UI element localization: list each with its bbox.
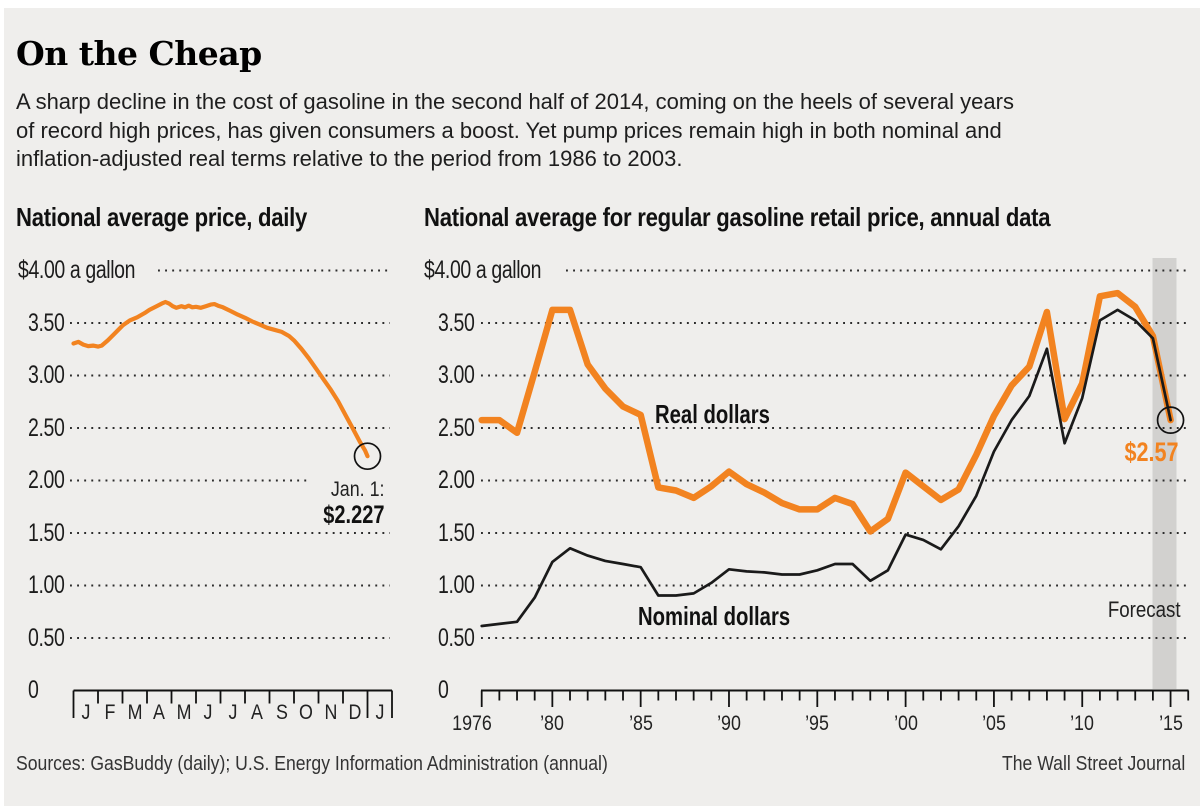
left-y-tick-label: 0.50 (28, 623, 65, 652)
month-tick-label: N (324, 701, 338, 724)
month-tick-label: F (104, 701, 116, 724)
year-tick-label: ’95 (805, 712, 830, 735)
left-y-tick-label: 3.50 (28, 308, 65, 337)
page-title: On the Cheap (16, 34, 262, 73)
jan1-annotation-label: Jan. 1: (330, 478, 384, 501)
page-subtitle: A sharp decline in the cost of gasoline … (16, 88, 1014, 174)
left-y-tick-label: 2.50 (28, 413, 65, 442)
left-y-tick-label: 1.50 (28, 518, 65, 547)
subtitle-line-3: inflation-adjusted real terms relative t… (16, 146, 683, 171)
month-tick-label: M (176, 701, 192, 724)
real-dollars-line (478, 289, 1174, 535)
left-y-axis-unit-label: $4.00 a gallon (18, 256, 136, 284)
nominal-dollars-series-label: Nominal dollars (638, 601, 791, 631)
right-y-tick-label: 1.50 (438, 518, 475, 547)
real-dollars-series-label: Real dollars (655, 399, 770, 429)
year-tick-label: ’80 (540, 712, 565, 735)
daily-price-line (71, 299, 370, 459)
forecast-label: Forecast (1108, 597, 1181, 622)
jan1-annotation-value: $2.227 (322, 501, 384, 529)
nominal-dollars-line (480, 308, 1172, 628)
left-y-tick-label: 1.00 (28, 571, 65, 599)
right-y-tick-label: 3.00 (438, 361, 475, 389)
right-y-tick-label: 3.50 (438, 308, 475, 337)
month-tick-label: J (81, 701, 91, 724)
left-y-tick-label: 2.00 (28, 466, 65, 494)
forecast-endpoint-circle (1156, 406, 1185, 434)
daily-endpoint-circle (353, 442, 382, 471)
jan1-annotation: Jan. 1: $2.227 (308, 478, 384, 529)
sources-note: Sources: GasBuddy (daily); U.S. Energy I… (16, 753, 608, 775)
month-tick-label: J (203, 701, 213, 724)
right-y-axis-unit-label: $4.00 a gallon (424, 256, 542, 284)
month-tick-label: M (127, 701, 143, 724)
right-y-tick-label: 2.50 (438, 413, 475, 442)
subtitle-line-1: A sharp decline in the cost of gasoline … (16, 89, 1014, 114)
month-tick-label: A (251, 701, 264, 724)
month-tick-label: J (375, 701, 385, 724)
year-tick-label: 1976 (451, 712, 492, 735)
year-tick-label: ’15 (1158, 712, 1183, 735)
month-tick-label: J (228, 701, 238, 724)
right-chart-title: National average for regular gasoline re… (424, 202, 1051, 232)
right-y-tick-label: 1.00 (438, 571, 475, 599)
forecast-band (1152, 258, 1177, 689)
right-y-tick-label: 0.50 (438, 623, 475, 652)
year-tick-label: ’90 (717, 712, 741, 735)
right-y-tick-label: 0 (438, 676, 449, 704)
left-y-tick-label: 3.00 (28, 361, 65, 389)
subtitle-line-2: of record high prices, has given consume… (16, 117, 1002, 143)
left-chart-title: National average price, daily (16, 202, 308, 232)
month-tick-label: D (348, 701, 362, 724)
year-tick-label: ’00 (893, 712, 918, 735)
month-tick-label: O (299, 701, 314, 724)
forecast-end-value-label: $2.57 (1124, 437, 1179, 467)
credit-line: The Wall Street Journal (1001, 753, 1185, 775)
right-y-tick-label: 2.00 (438, 466, 475, 494)
month-tick-label: S (275, 701, 288, 724)
left-y-tick-label: 0 (28, 676, 39, 704)
year-tick-label: ’05 (982, 712, 1006, 735)
year-tick-label: ’85 (628, 712, 653, 735)
month-tick-label: A (153, 701, 166, 724)
year-tick-label: ’10 (1070, 712, 1095, 735)
